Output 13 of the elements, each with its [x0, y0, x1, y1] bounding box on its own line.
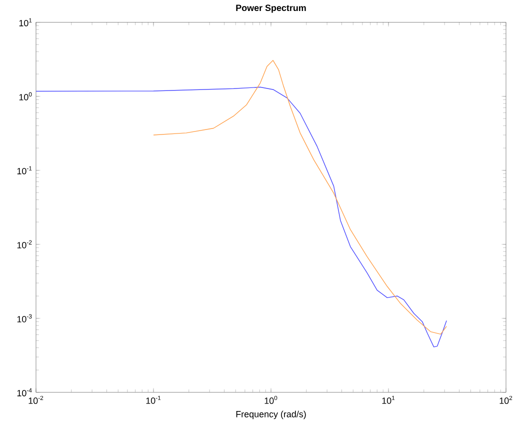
x-axis-title: Frequency (rad/s) — [236, 410, 306, 420]
chart-title: Power Spectrum — [236, 4, 306, 13]
x-tick-label: 10$^{1}$ — [382, 396, 395, 404]
y-tick-label: 10$^{1}$ — [19, 18, 32, 26]
x-tick-label: 10$^{0}$ — [264, 396, 278, 404]
y-tick-label: 10$^{-1}$ — [17, 166, 32, 174]
x-tick-label: 10$^{-1}$ — [146, 396, 161, 404]
y-tick-label: 10$^{0}$ — [19, 92, 32, 100]
y-tick-label: 10$^{-2}$ — [17, 240, 32, 248]
x-tick-label: 10$^{2}$ — [500, 396, 512, 404]
x-tick-label: 10$^{-2}$ — [28, 396, 44, 404]
y-tick-label: 10$^{-3}$ — [17, 314, 32, 322]
y-tick-label: 10$^{-4}$ — [17, 388, 32, 396]
